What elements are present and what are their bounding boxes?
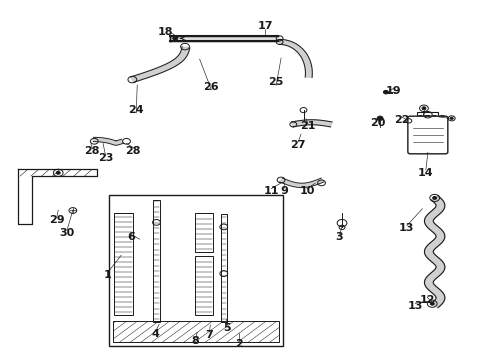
- Text: 13: 13: [407, 301, 422, 311]
- Text: 24: 24: [128, 105, 144, 115]
- Text: 14: 14: [417, 168, 433, 178]
- Polygon shape: [279, 178, 323, 188]
- Text: 12: 12: [419, 295, 434, 305]
- Text: 2: 2: [234, 339, 242, 349]
- Text: 17: 17: [257, 21, 273, 31]
- Polygon shape: [130, 47, 189, 82]
- Text: 7: 7: [205, 330, 213, 340]
- Bar: [194, 256, 213, 315]
- Text: 23: 23: [98, 153, 113, 163]
- Circle shape: [383, 90, 387, 94]
- Bar: [416, 112, 437, 118]
- Bar: [109, 195, 282, 346]
- Text: 28: 28: [84, 146, 100, 156]
- Bar: [220, 214, 226, 322]
- Text: 13: 13: [398, 224, 414, 233]
- Text: 4: 4: [151, 329, 160, 339]
- Text: 11: 11: [263, 186, 279, 197]
- Text: 1: 1: [104, 270, 112, 280]
- Circle shape: [376, 116, 382, 121]
- Text: 21: 21: [300, 121, 315, 131]
- Text: 29: 29: [49, 215, 64, 225]
- Text: 6: 6: [127, 232, 135, 242]
- Bar: [113, 321, 278, 342]
- Polygon shape: [279, 40, 312, 77]
- Text: 22: 22: [393, 115, 408, 125]
- Circle shape: [56, 171, 60, 174]
- Polygon shape: [170, 36, 277, 41]
- Circle shape: [429, 302, 433, 305]
- Text: 28: 28: [125, 145, 141, 156]
- Circle shape: [421, 107, 425, 110]
- Text: 8: 8: [191, 336, 199, 346]
- Bar: [114, 213, 133, 315]
- Bar: [153, 201, 159, 322]
- Bar: [194, 213, 213, 252]
- Polygon shape: [424, 196, 444, 308]
- Text: 16: 16: [430, 115, 446, 125]
- Polygon shape: [291, 120, 331, 127]
- Text: 10: 10: [299, 186, 314, 197]
- Circle shape: [432, 197, 436, 199]
- Circle shape: [449, 117, 452, 120]
- Text: 3: 3: [335, 232, 343, 242]
- FancyBboxPatch shape: [407, 116, 447, 154]
- Text: 30: 30: [59, 228, 75, 238]
- Polygon shape: [93, 137, 123, 145]
- Text: 15: 15: [415, 115, 431, 125]
- Text: 18: 18: [158, 27, 173, 37]
- Polygon shape: [18, 169, 97, 224]
- Text: 9: 9: [280, 186, 287, 197]
- Text: 5: 5: [223, 323, 231, 333]
- Text: 25: 25: [268, 77, 284, 87]
- Text: 27: 27: [290, 140, 305, 150]
- Text: 19: 19: [385, 86, 401, 96]
- Text: 20: 20: [369, 118, 385, 128]
- Circle shape: [172, 37, 177, 40]
- Text: 26: 26: [203, 82, 219, 92]
